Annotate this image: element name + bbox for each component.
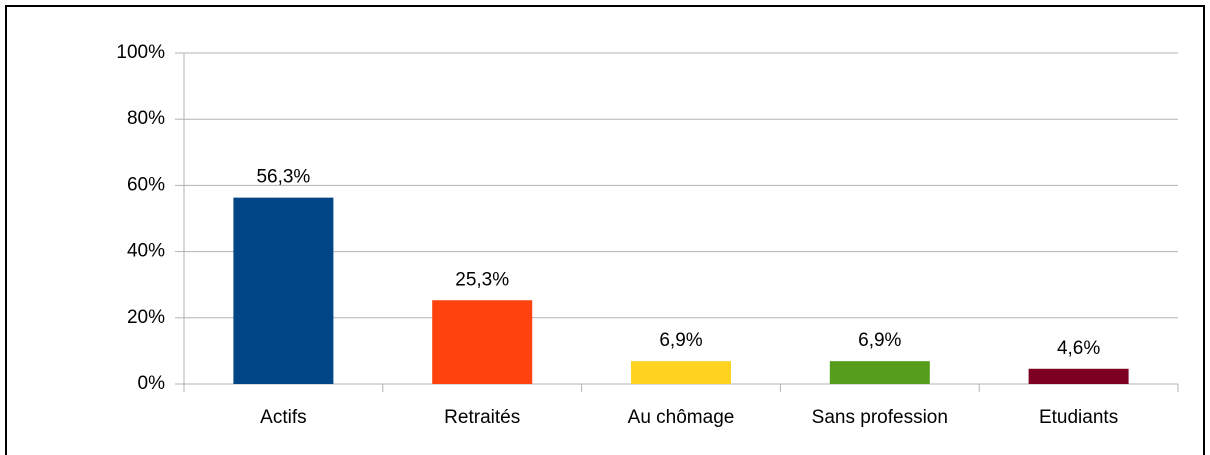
x-tick-label: Sans profession <box>812 407 948 428</box>
y-tick-label: 100% <box>116 42 165 63</box>
bar <box>631 361 731 384</box>
x-tick-label: Etudiants <box>1039 407 1118 428</box>
x-tick-label: Actifs <box>260 407 306 428</box>
value-label: 56,3% <box>256 167 310 188</box>
value-label: 6,9% <box>659 330 702 351</box>
y-tick-label: 0% <box>138 373 166 394</box>
y-tick-label: 40% <box>127 241 165 262</box>
y-tick-label: 20% <box>127 307 165 328</box>
frame <box>5 5 1205 455</box>
x-tick-label: Retraités <box>444 407 520 428</box>
y-tick-label: 60% <box>127 174 165 195</box>
bar <box>1028 368 1129 384</box>
bar <box>432 300 533 384</box>
bar <box>829 361 930 384</box>
y-tick-label: 80% <box>127 108 165 129</box>
value-label: 25,3% <box>455 269 509 290</box>
value-label: 6,9% <box>858 330 901 351</box>
value-label: 4,6% <box>1057 338 1100 359</box>
x-tick-label: Au chômage <box>628 407 735 428</box>
bar <box>233 197 334 384</box>
